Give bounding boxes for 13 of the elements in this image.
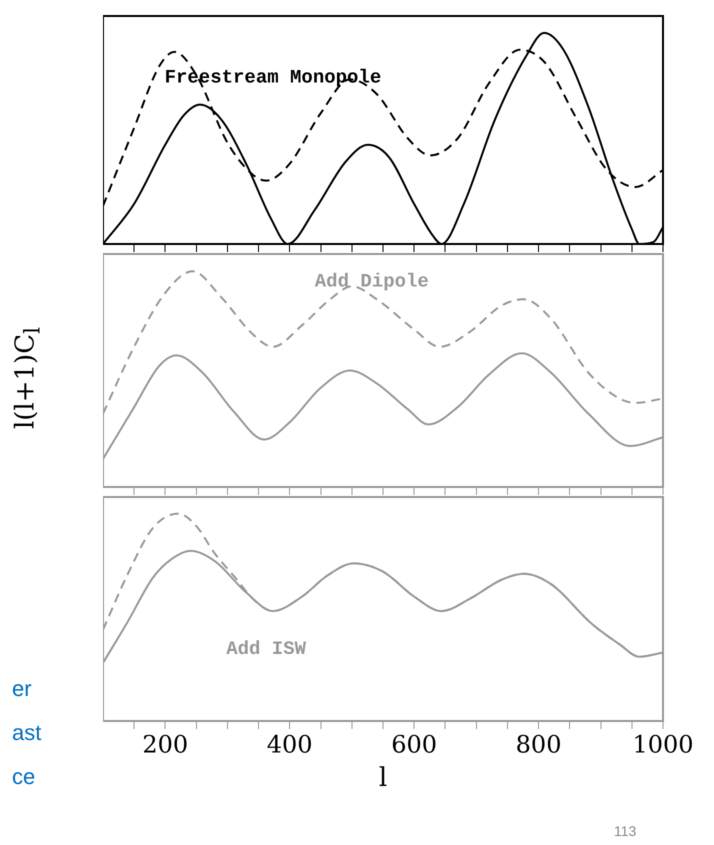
x-tick-label: 400 — [266, 730, 313, 759]
text: ast — [12, 720, 42, 746]
x-tick-label: 200 — [142, 730, 188, 759]
x-tick-label: 800 — [516, 730, 562, 759]
chart-title: Add Dipole — [314, 270, 429, 293]
text: ce — [12, 764, 36, 790]
text: Freestream Monopole — [164, 66, 382, 88]
x-axis-title: l — [378, 763, 388, 794]
x-tick-label: 1000 — [632, 730, 694, 759]
text: er — [12, 676, 32, 702]
text: 113 — [614, 823, 636, 839]
x-tick-label: 600 — [391, 730, 438, 759]
text: Add ISW — [226, 638, 307, 660]
